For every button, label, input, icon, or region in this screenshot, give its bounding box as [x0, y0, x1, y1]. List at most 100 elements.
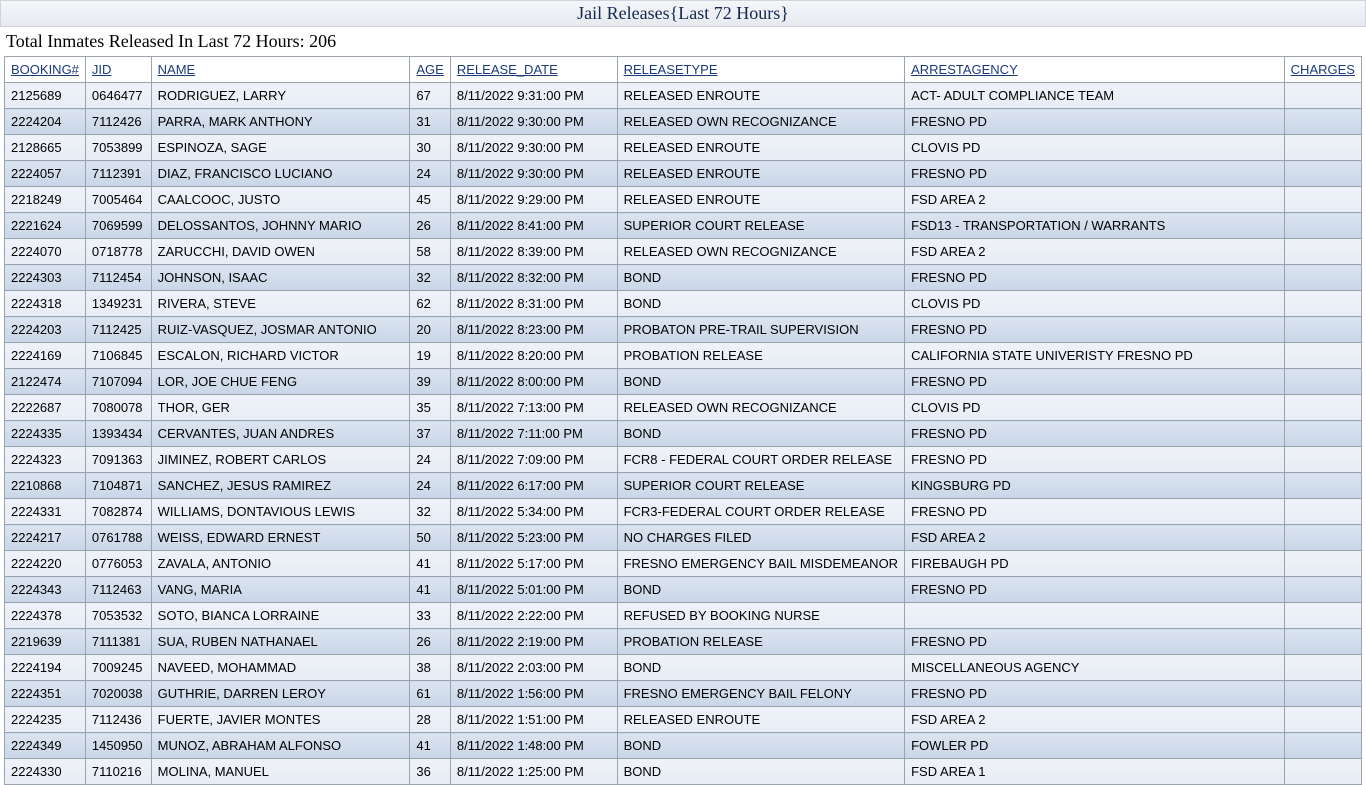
table-row: 22216247069599DELOSSANTOS, JOHNNY MARIO2…: [5, 213, 1362, 239]
cell-agency: MISCELLANEOUS AGENCY: [905, 655, 1285, 681]
cell-agency: FRESNO PD: [905, 161, 1285, 187]
cell-rtype: BOND: [617, 733, 905, 759]
cell-name: ZARUCCHI, DAVID OWEN: [151, 239, 410, 265]
cell-age: 26: [410, 213, 450, 239]
cell-jid: 7106845: [85, 343, 151, 369]
cell-charges: [1284, 629, 1361, 655]
cell-booking: 2125689: [5, 83, 86, 109]
cell-jid: 7110216: [85, 759, 151, 785]
cell-jid: 0761788: [85, 525, 151, 551]
table-row: 22241697106845ESCALON, RICHARD VICTOR198…: [5, 343, 1362, 369]
cell-booking: 2224203: [5, 317, 86, 343]
cell-rtype: NO CHARGES FILED: [617, 525, 905, 551]
cell-agency: FRESNO PD: [905, 629, 1285, 655]
cell-agency: FSD AREA 2: [905, 239, 1285, 265]
cell-rdate: 8/11/2022 7:13:00 PM: [450, 395, 617, 421]
cell-rdate: 8/11/2022 1:48:00 PM: [450, 733, 617, 759]
table-row: 22240577112391DIAZ, FRANCISCO LUCIANO248…: [5, 161, 1362, 187]
cell-rdate: 8/11/2022 9:31:00 PM: [450, 83, 617, 109]
cell-charges: [1284, 759, 1361, 785]
cell-age: 50: [410, 525, 450, 551]
cell-booking: 2222687: [5, 395, 86, 421]
cell-booking: 2224318: [5, 291, 86, 317]
cell-rtype: RELEASED ENROUTE: [617, 187, 905, 213]
cell-rtype: RELEASED OWN RECOGNIZANCE: [617, 239, 905, 265]
cell-charges: [1284, 473, 1361, 499]
cell-rtype: BOND: [617, 577, 905, 603]
cell-agency: FSD AREA 2: [905, 187, 1285, 213]
col-header-age[interactable]: AGE: [410, 57, 450, 83]
cell-name: NAVEED, MOHAMMAD: [151, 655, 410, 681]
cell-charges: [1284, 369, 1361, 395]
cell-age: 62: [410, 291, 450, 317]
cell-name: VANG, MARIA: [151, 577, 410, 603]
cell-age: 20: [410, 317, 450, 343]
col-header-release-type[interactable]: RELEASETYPE: [617, 57, 905, 83]
cell-rdate: 8/11/2022 7:11:00 PM: [450, 421, 617, 447]
col-header-arrest-agency[interactable]: ARRESTAGENCY: [905, 57, 1285, 83]
page-title: Jail Releases{Last 72 Hours}: [577, 3, 789, 23]
col-header-name[interactable]: NAME: [151, 57, 410, 83]
cell-charges: [1284, 733, 1361, 759]
cell-agency: ACT- ADULT COMPLIANCE TEAM: [905, 83, 1285, 109]
cell-agency: FRESNO PD: [905, 447, 1285, 473]
col-header-booking[interactable]: BOOKING#: [5, 57, 86, 83]
cell-rdate: 8/11/2022 5:23:00 PM: [450, 525, 617, 551]
cell-rdate: 8/11/2022 8:41:00 PM: [450, 213, 617, 239]
cell-jid: 7091363: [85, 447, 151, 473]
cell-rtype: RELEASED ENROUTE: [617, 135, 905, 161]
table-row: 21224747107094LOR, JOE CHUE FENG398/11/2…: [5, 369, 1362, 395]
cell-rdate: 8/11/2022 6:17:00 PM: [450, 473, 617, 499]
table-row: 22242170761788WEISS, EDWARD ERNEST508/11…: [5, 525, 1362, 551]
cell-agency: FRESNO PD: [905, 577, 1285, 603]
table-row: 22243037112454JOHNSON, ISAAC328/11/2022 …: [5, 265, 1362, 291]
cell-name: JOHNSON, ISAAC: [151, 265, 410, 291]
cell-name: SANCHEZ, JESUS RAMIREZ: [151, 473, 410, 499]
cell-name: PARRA, MARK ANTHONY: [151, 109, 410, 135]
page-title-bar: Jail Releases{Last 72 Hours}: [0, 0, 1366, 27]
cell-charges: [1284, 161, 1361, 187]
cell-age: 41: [410, 733, 450, 759]
cell-rdate: 8/11/2022 5:17:00 PM: [450, 551, 617, 577]
cell-age: 36: [410, 759, 450, 785]
col-header-charges[interactable]: CHARGES: [1284, 57, 1361, 83]
cell-name: MUNOZ, ABRAHAM ALFONSO: [151, 733, 410, 759]
cell-age: 61: [410, 681, 450, 707]
cell-charges: [1284, 265, 1361, 291]
cell-name: ZAVALA, ANTONIO: [151, 551, 410, 577]
cell-jid: 7112425: [85, 317, 151, 343]
cell-rdate: 8/11/2022 9:30:00 PM: [450, 109, 617, 135]
cell-age: 58: [410, 239, 450, 265]
cell-jid: 7053532: [85, 603, 151, 629]
cell-age: 67: [410, 83, 450, 109]
cell-age: 19: [410, 343, 450, 369]
cell-agency: CLOVIS PD: [905, 291, 1285, 317]
cell-rdate: 8/11/2022 1:25:00 PM: [450, 759, 617, 785]
cell-booking: 2224169: [5, 343, 86, 369]
cell-booking: 2224330: [5, 759, 86, 785]
cell-age: 32: [410, 499, 450, 525]
cell-rtype: PROBATION RELEASE: [617, 343, 905, 369]
cell-booking: 2224351: [5, 681, 86, 707]
cell-booking: 2218249: [5, 187, 86, 213]
col-header-jid[interactable]: JID: [85, 57, 151, 83]
cell-agency: FSD AREA 1: [905, 759, 1285, 785]
cell-charges: [1284, 525, 1361, 551]
table-header-row: BOOKING# JID NAME AGE RELEASE_DATE RELEA…: [5, 57, 1362, 83]
col-header-release-date[interactable]: RELEASE_DATE: [450, 57, 617, 83]
cell-agency: CALIFORNIA STATE UNIVERISTY FRESNO PD: [905, 343, 1285, 369]
cell-age: 24: [410, 447, 450, 473]
cell-agency: FRESNO PD: [905, 369, 1285, 395]
cell-booking: 2224070: [5, 239, 86, 265]
cell-name: FUERTE, JAVIER MONTES: [151, 707, 410, 733]
cell-jid: 1450950: [85, 733, 151, 759]
cell-name: MOLINA, MANUEL: [151, 759, 410, 785]
cell-age: 31: [410, 109, 450, 135]
cell-rtype: PROBATION RELEASE: [617, 629, 905, 655]
cell-jid: 7112391: [85, 161, 151, 187]
cell-agency: FSD AREA 2: [905, 707, 1285, 733]
releases-table: BOOKING# JID NAME AGE RELEASE_DATE RELEA…: [4, 56, 1362, 785]
cell-age: 35: [410, 395, 450, 421]
cell-agency: FRESNO PD: [905, 681, 1285, 707]
cell-agency: CLOVIS PD: [905, 135, 1285, 161]
